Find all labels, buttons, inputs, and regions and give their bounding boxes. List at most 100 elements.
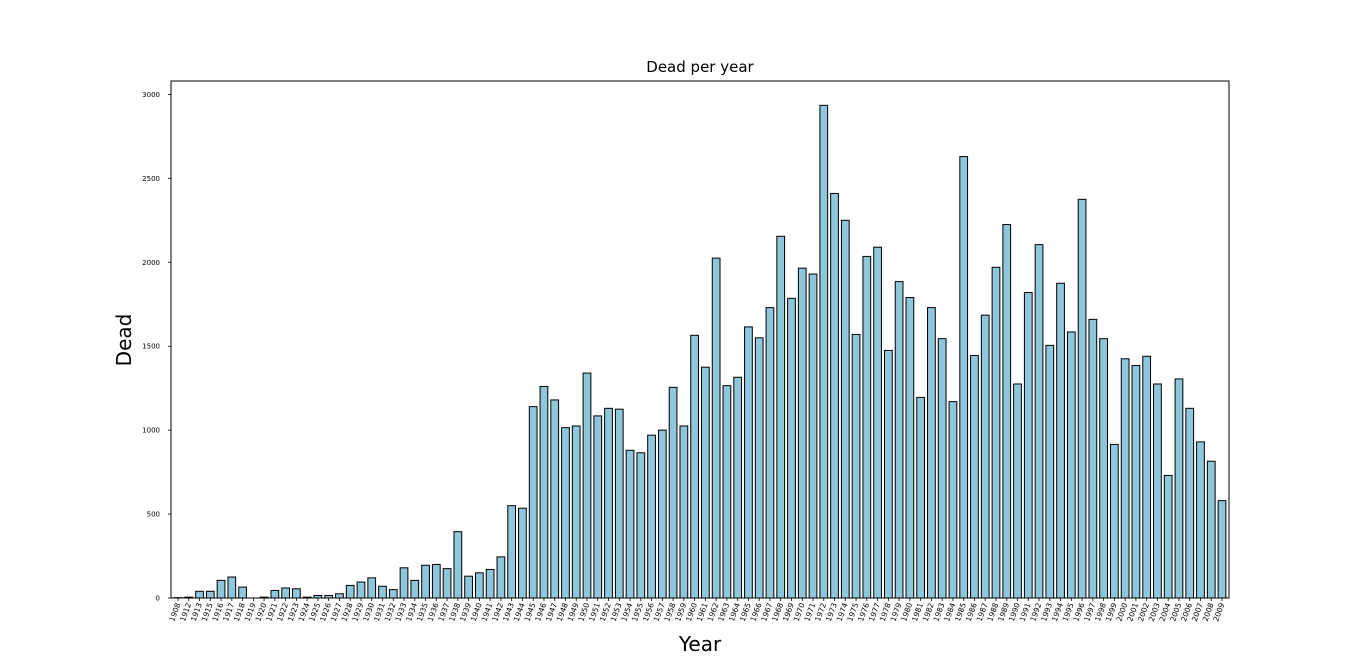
bar-1940 [474, 572, 484, 599]
bar-1922 [281, 587, 290, 599]
bar-1974 [840, 219, 850, 599]
bar-1968 [776, 235, 786, 599]
bar-1956 [647, 434, 656, 599]
bar-1992 [1034, 244, 1044, 599]
bar-1993 [1045, 344, 1055, 599]
bar-1977 [873, 246, 882, 599]
bar-1964 [733, 376, 743, 599]
bar-1930 [367, 577, 377, 599]
bar-1965 [744, 326, 753, 599]
bar-1942 [496, 556, 506, 599]
bar-1918 [238, 586, 247, 599]
bar-1958 [668, 386, 678, 599]
bar-1994 [1056, 282, 1065, 599]
bar-2007 [1196, 441, 1205, 599]
bar-1948 [561, 427, 570, 599]
bar-1921 [270, 589, 280, 599]
bar-1962 [711, 257, 721, 599]
bar-1913 [195, 590, 204, 599]
bar-2008 [1206, 460, 1216, 599]
bar-2006 [1185, 407, 1195, 599]
chart-title: Dead per year [646, 58, 754, 76]
bar-1998 [1099, 338, 1108, 599]
bar-1979 [894, 281, 904, 599]
bar-1997 [1088, 318, 1098, 599]
bar-2002 [1142, 355, 1152, 599]
bar-2000 [1120, 358, 1130, 599]
y-axis-ticks: 0 500 1000 1500 2000 2500 3000 [142, 91, 171, 603]
bar-2003 [1153, 383, 1162, 599]
bar-1936 [431, 563, 441, 599]
bar-1961 [701, 366, 710, 599]
bar-1989 [1002, 224, 1012, 599]
y-tick-label: 3000 [142, 91, 160, 99]
bar-1941 [485, 568, 495, 599]
y-tick-label: 1000 [142, 427, 160, 435]
bar-1915 [205, 590, 215, 599]
plot-frame [170, 80, 1230, 599]
bar-1934 [410, 579, 420, 599]
bar-1967 [765, 307, 775, 599]
bar-1963 [722, 385, 732, 599]
bar-1960 [690, 334, 699, 599]
bar-1932 [388, 589, 398, 599]
bar-1996 [1077, 198, 1087, 599]
bar-1966 [754, 337, 764, 599]
y-tick-label: 0 [156, 595, 160, 603]
bar-1971 [808, 273, 818, 599]
bar-1951 [593, 415, 603, 599]
x-axis-label: Year [678, 632, 722, 656]
bar-1970 [797, 267, 807, 599]
bar-1952 [604, 407, 613, 599]
bars-group [173, 104, 1227, 599]
bar-1950 [582, 372, 592, 599]
y-tick-label: 1500 [142, 343, 160, 351]
bar-1981 [916, 396, 926, 599]
bar-2009 [1217, 500, 1227, 599]
bar-1957 [657, 429, 667, 599]
bar-1986 [970, 354, 979, 599]
bar-1984 [948, 401, 958, 599]
bar-1990 [1013, 383, 1022, 599]
bar-1938 [453, 531, 463, 599]
bar-1980 [905, 297, 915, 599]
bar-1939 [464, 575, 473, 599]
bar-1954 [625, 449, 635, 599]
bar-1944 [518, 507, 527, 599]
bar-2004 [1163, 474, 1173, 599]
bar-1916 [216, 579, 226, 599]
bar-1946 [539, 386, 549, 599]
bar-1947 [550, 399, 560, 599]
bar-1929 [356, 581, 366, 599]
y-axis-label: Dead [112, 314, 136, 367]
bar-1949 [571, 425, 581, 599]
bar-1988 [991, 266, 1001, 599]
bar-1923 [292, 588, 301, 599]
bar-1969 [787, 297, 796, 599]
bar-1927 [335, 593, 344, 599]
bar-1973 [830, 192, 839, 599]
x-axis-ticks: 1908191219131915191619171918191919201921… [167, 598, 1226, 623]
bar-1995 [1066, 331, 1076, 599]
bar-1959 [679, 425, 689, 599]
bar-1955 [636, 452, 646, 599]
bar-1928 [345, 584, 355, 599]
bar-1917 [227, 576, 237, 599]
bar-1953 [614, 408, 624, 599]
y-tick-label: 2500 [142, 175, 160, 183]
bar-2001 [1131, 365, 1141, 599]
bar-1943 [507, 505, 517, 599]
bar-1987 [980, 314, 990, 599]
bar-2005 [1174, 378, 1184, 599]
bar-1935 [421, 564, 430, 599]
bar-1933 [399, 567, 409, 599]
bar-1982 [927, 307, 936, 599]
bar-1983 [937, 338, 947, 599]
bar-1999 [1110, 443, 1119, 599]
bar-1975 [851, 333, 861, 599]
bar-1978 [883, 349, 893, 599]
bar-1937 [442, 568, 452, 599]
bar-1991 [1023, 292, 1033, 599]
y-tick-label: 2000 [142, 259, 160, 267]
